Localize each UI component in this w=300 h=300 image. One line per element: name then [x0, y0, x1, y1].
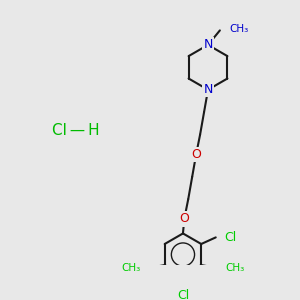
Text: N: N [203, 38, 213, 51]
Text: CH₃: CH₃ [229, 24, 248, 34]
Text: Cl: Cl [177, 290, 189, 300]
Text: Cl — H: Cl — H [52, 123, 100, 138]
Text: CH₃: CH₃ [121, 263, 140, 273]
Text: O: O [179, 212, 189, 225]
Text: Cl: Cl [224, 231, 236, 244]
Text: CH₃: CH₃ [226, 263, 245, 273]
Text: N: N [203, 83, 213, 96]
Text: O: O [191, 148, 201, 161]
